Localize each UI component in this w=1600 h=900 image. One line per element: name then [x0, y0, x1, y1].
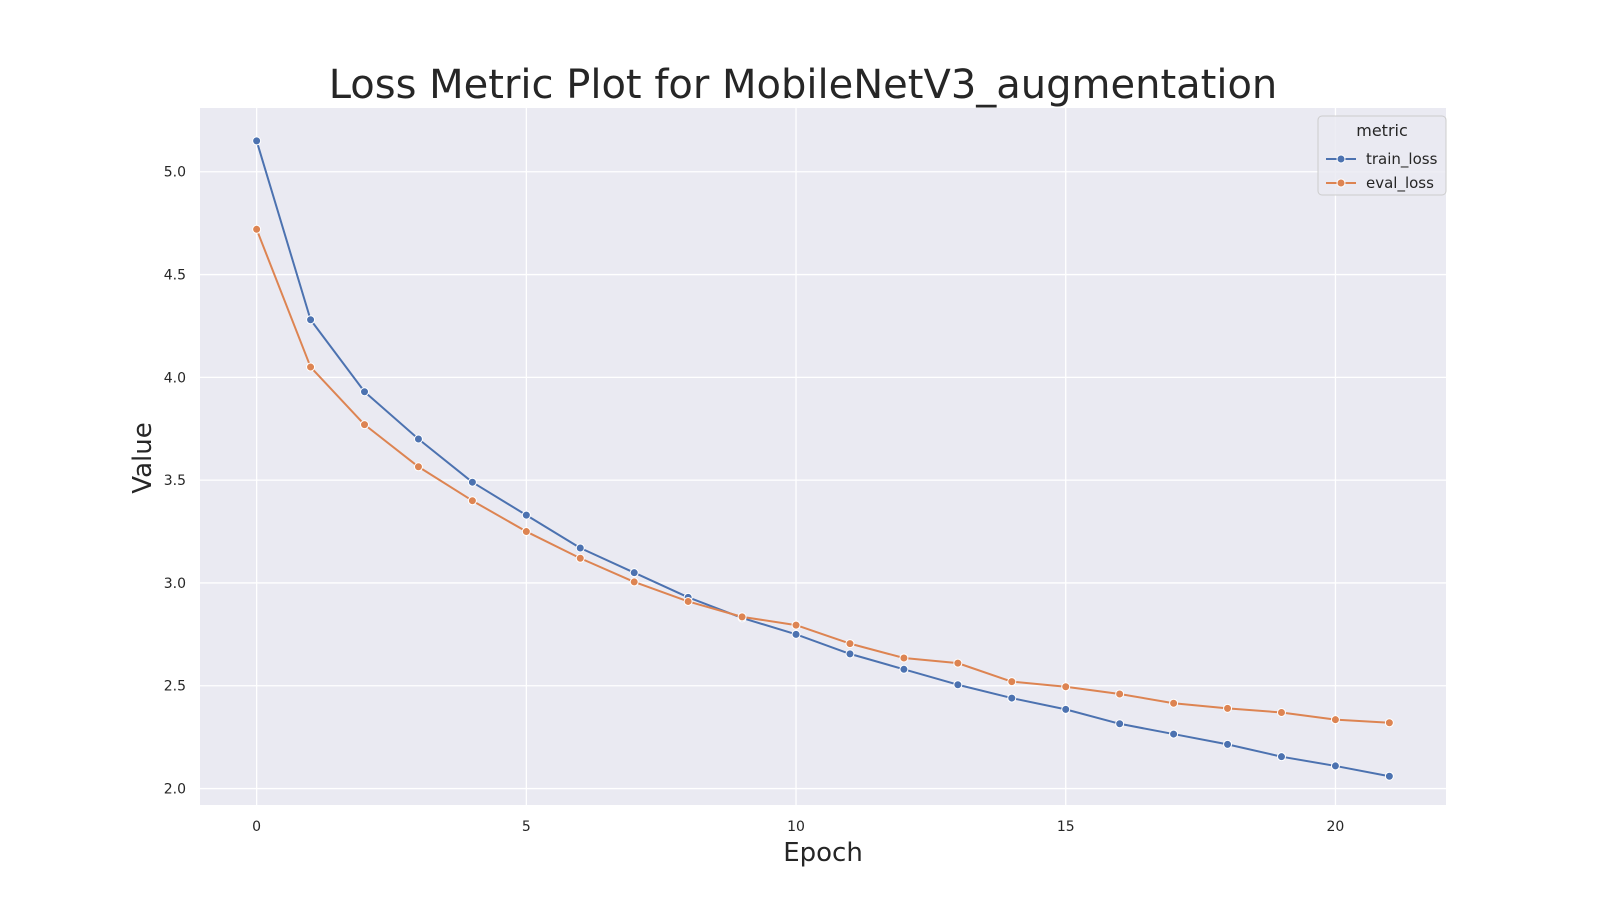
series-line — [255, 228, 1390, 724]
legend-marker — [1336, 154, 1346, 164]
data-point — [1223, 703, 1233, 713]
x-tick-label: 20 — [1327, 819, 1345, 835]
data-point — [1276, 752, 1286, 762]
data-point — [845, 639, 855, 649]
x-tick-labels: 0 5 10 15 20 — [252, 819, 1344, 835]
y-tick-label: 3.0 — [164, 576, 186, 592]
legend-label: train_loss — [1366, 150, 1438, 169]
data-point — [629, 568, 639, 578]
legend-marker — [1336, 178, 1346, 188]
data-point — [1384, 771, 1394, 781]
y-axis-label: Value — [128, 422, 158, 493]
y-gridlines — [200, 171, 1446, 790]
data-point — [1330, 761, 1340, 771]
data-point — [575, 553, 585, 563]
data-point — [791, 629, 801, 639]
legend: metric train_loss eval_loss — [1317, 115, 1447, 196]
data-point — [1384, 718, 1394, 728]
data-point — [1276, 707, 1286, 717]
data-point — [737, 612, 747, 622]
data-point — [1007, 677, 1017, 687]
data-point — [1223, 739, 1233, 749]
data-point — [413, 462, 423, 472]
series-eval-loss — [252, 224, 1394, 728]
data-point — [306, 315, 316, 325]
chart-title: Loss Metric Plot for MobileNetV3_augment… — [329, 62, 1278, 108]
legend-label: eval_loss — [1366, 174, 1434, 193]
series-layer — [252, 136, 1394, 781]
y-tick-label: 3.5 — [164, 473, 186, 489]
data-point — [1115, 719, 1125, 729]
data-point — [845, 649, 855, 659]
legend-title: metric — [1356, 121, 1408, 140]
data-point — [360, 420, 370, 430]
data-point — [683, 596, 693, 606]
legend-item: eval_loss — [1326, 174, 1434, 193]
y-tick-label: 2.0 — [164, 782, 186, 798]
data-point — [1169, 729, 1179, 739]
data-point — [252, 224, 262, 234]
data-point — [575, 543, 585, 553]
x-tick-label: 0 — [252, 819, 261, 835]
data-point — [899, 653, 909, 663]
data-point — [306, 362, 316, 372]
y-tick-label: 5.0 — [164, 165, 186, 181]
legend-item: train_loss — [1326, 150, 1438, 169]
y-tick-labels: 2.0 2.5 3.0 3.5 4.0 4.5 5.0 — [164, 165, 186, 798]
data-point — [360, 387, 370, 397]
data-point — [521, 510, 531, 520]
data-point — [252, 136, 262, 146]
data-point — [413, 434, 423, 444]
data-point — [1061, 682, 1071, 692]
y-tick-label: 4.5 — [164, 268, 186, 284]
data-point — [467, 496, 477, 506]
plot-area — [200, 108, 1446, 805]
data-point — [1330, 715, 1340, 725]
x-tick-label: 5 — [522, 819, 531, 835]
x-tick-label: 15 — [1057, 819, 1075, 835]
legend-box — [1317, 115, 1447, 196]
x-axis-label: Epoch — [783, 838, 863, 868]
y-tick-label: 2.5 — [164, 679, 186, 695]
data-point — [899, 664, 909, 674]
data-point — [1007, 693, 1017, 703]
data-point — [467, 477, 477, 487]
y-tick-label: 4.0 — [164, 370, 186, 386]
data-point — [953, 680, 963, 690]
data-point — [791, 620, 801, 630]
series-train-loss — [252, 136, 1394, 781]
data-point — [1061, 704, 1071, 714]
data-point — [1169, 698, 1179, 708]
data-point — [1115, 689, 1125, 699]
data-point — [953, 658, 963, 668]
data-point — [521, 527, 531, 537]
data-point — [629, 577, 639, 587]
x-tick-label: 10 — [787, 819, 805, 835]
series-line — [255, 140, 1390, 778]
